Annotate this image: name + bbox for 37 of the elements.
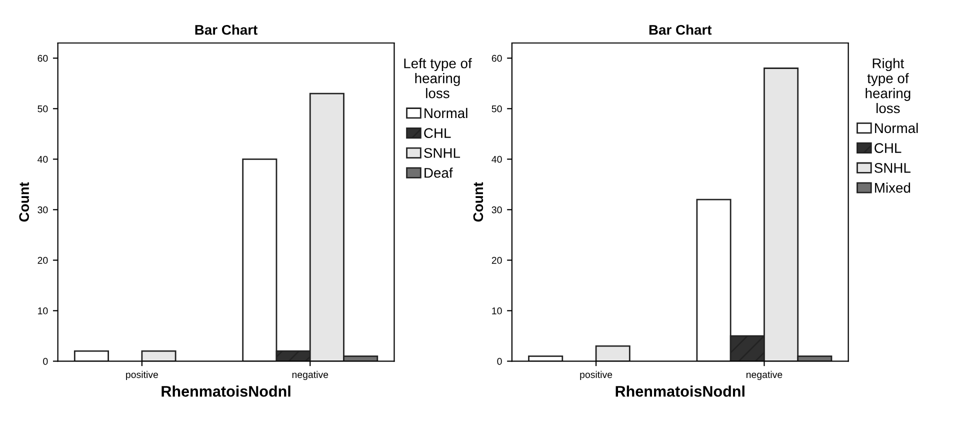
y-tick-label: 50	[38, 105, 48, 112]
y-tick-label: 20	[492, 256, 502, 264]
y-tick-label: 10	[38, 307, 48, 314]
y-axis-title: Count	[473, 182, 484, 222]
x-tick-label: positive	[580, 370, 612, 380]
legend-label: SNHL	[424, 148, 460, 158]
y-axis-title: Count	[19, 182, 30, 222]
legend-label: CHL	[874, 143, 902, 153]
x-tick-label: negative	[746, 370, 782, 380]
y-tick-label: 50	[492, 105, 502, 112]
legend-title: Right type of hearing loss	[866, 58, 910, 114]
legend-label: Normal	[875, 122, 918, 134]
legend-label: Mixed	[875, 182, 910, 193]
y-tick-label: 20	[38, 256, 48, 264]
legend-label: CHL	[424, 128, 451, 138]
legend-title: Left type of hearing loss	[404, 58, 472, 98]
legend-label: Normal	[424, 108, 468, 118]
x-tick-label: negative	[292, 370, 328, 380]
bar	[74, 350, 109, 362]
x-axis-title: RhenmatoisNodnl	[162, 386, 290, 397]
y-tick-label: 60	[38, 54, 48, 62]
y-tick-label: 30	[38, 206, 48, 214]
y-tick-label: 60	[492, 54, 502, 62]
bar	[141, 350, 176, 362]
y-tick-label: 40	[492, 156, 502, 163]
legend-label: SNHL	[874, 163, 910, 173]
x-tick-label: positive	[126, 370, 158, 380]
bar	[595, 345, 630, 362]
y-tick-label: 0	[497, 358, 502, 365]
chart-title: Bar Chart	[195, 24, 258, 35]
y-tick-label: 10	[492, 307, 502, 314]
chart-title: Bar Chart	[649, 24, 712, 35]
x-axis-title: RhenmatoisNodnl	[616, 386, 744, 397]
y-tick-label: 0	[43, 358, 48, 365]
y-tick-label: 40	[38, 156, 48, 163]
y-tick-label: 30	[492, 206, 502, 214]
legend-label: Deaf	[424, 168, 453, 178]
